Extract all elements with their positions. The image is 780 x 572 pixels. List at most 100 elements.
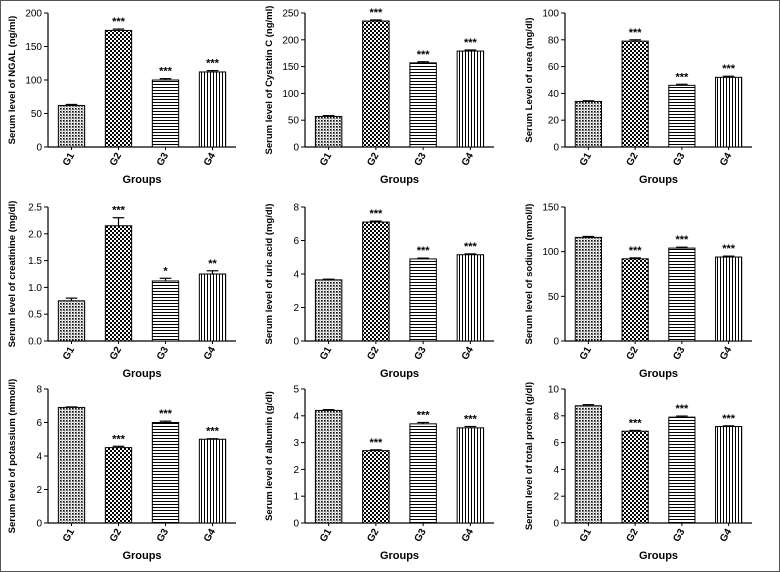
bar-g1 xyxy=(57,104,86,148)
y-tick-label: 100 xyxy=(282,89,299,100)
significance-label: ** xyxy=(208,258,217,270)
y-tick-label: 1.5 xyxy=(28,256,42,267)
chart-panel-5: 0 2 4 6 8 Serum level of uric acid (mg/dl) G1 *… xyxy=(264,203,494,380)
bar-g2 xyxy=(104,225,133,342)
significance-label: *** xyxy=(464,414,478,426)
x-tick-label: G4 xyxy=(202,151,218,168)
bar-g4 xyxy=(456,427,485,524)
x-tick-label: G4 xyxy=(460,527,476,544)
bar-g1 xyxy=(574,236,602,342)
y-axis-title: Serum Level of urea (mg/dl) xyxy=(524,17,535,142)
y-tick-label: 4 xyxy=(36,452,42,463)
y-tick-label: 0 xyxy=(293,143,299,154)
x-tick-label: G1 xyxy=(61,345,77,362)
y-axis-title: Serum level of albumin (g/dl) xyxy=(264,391,275,521)
y-tick-label: 50 xyxy=(548,292,560,303)
y-tick-label: 100 xyxy=(542,247,559,258)
significance-label: *** xyxy=(206,426,220,438)
x-tick-label: G3 xyxy=(413,345,429,362)
x-axis-title: Groups xyxy=(639,550,678,562)
x-tick-label: G1 xyxy=(578,527,594,544)
bar-g1 xyxy=(314,279,343,342)
bar-g2 xyxy=(104,29,133,148)
x-tick-label: G1 xyxy=(318,527,334,544)
chart-panel-1: 0 50 100 150 200 Serum level of NGAL (ng/ml) G… xyxy=(7,9,236,186)
x-tick-label: G2 xyxy=(108,345,124,362)
y-tick-label: 60 xyxy=(548,62,560,73)
x-tick-label: G2 xyxy=(108,151,124,168)
y-axis-title: Serum level of total protein (g/dl) xyxy=(524,382,535,530)
significance-label: *** xyxy=(417,245,431,257)
x-tick-label: G2 xyxy=(365,527,381,544)
bar-g2 xyxy=(362,20,390,148)
significance-label: *** xyxy=(159,408,173,420)
bar-g2 xyxy=(362,221,390,342)
x-tick-label: G3 xyxy=(155,345,171,362)
bar-g4 xyxy=(198,71,227,148)
y-tick-label: 2 xyxy=(553,492,559,503)
x-tick-label: G3 xyxy=(413,527,429,544)
bar-g1 xyxy=(574,100,602,148)
x-axis-title: Groups xyxy=(380,174,419,186)
chart-panel-7: 0 2 4 6 8 Serum level of potassium (mmol/l) G1… xyxy=(7,379,236,562)
x-tick-label: G3 xyxy=(155,527,171,544)
y-tick-label: 0 xyxy=(553,519,559,530)
y-tick-label: 3 xyxy=(293,438,299,449)
y-tick-label: 4 xyxy=(553,465,559,476)
y-tick-label: 2 xyxy=(36,485,42,496)
significance-label: *** xyxy=(675,234,689,246)
y-tick-label: 200 xyxy=(282,35,299,46)
y-tick-label: 6 xyxy=(36,418,42,429)
bar-g2 xyxy=(362,450,390,524)
bar-g2 xyxy=(621,430,649,524)
y-tick-label: 8 xyxy=(553,411,559,422)
significance-label: *** xyxy=(112,205,126,217)
x-tick-label: G1 xyxy=(578,345,594,362)
bar-g3 xyxy=(409,62,437,148)
y-tick-label: 50 xyxy=(31,109,43,120)
y-axis-title: Serum level of creatinine (mg/dl) xyxy=(7,201,18,348)
bar-g4 xyxy=(715,426,743,524)
y-tick-label: 2 xyxy=(293,303,299,314)
x-axis-title: Groups xyxy=(122,174,161,186)
y-tick-label: 10 xyxy=(548,385,560,396)
significance-label: *** xyxy=(417,410,431,422)
chart-panel-9: 0 2 4 6 8 10 Serum level of total protein (g/d… xyxy=(524,382,752,562)
significance-label: *** xyxy=(417,49,431,61)
y-axis-title: Serum level of potassium (mmol/l) xyxy=(7,379,18,534)
x-tick-label: G3 xyxy=(413,151,429,168)
y-tick-label: 40 xyxy=(548,89,560,100)
x-tick-label: G4 xyxy=(202,345,218,362)
x-tick-label: G3 xyxy=(671,151,687,168)
significance-label: *** xyxy=(159,66,173,78)
significance-label: *** xyxy=(369,437,383,449)
chart-panel-2: 0 50 100 150 200 250 Serum level of Cystatin C… xyxy=(264,6,494,186)
x-tick-label: G2 xyxy=(625,151,641,168)
x-tick-label: G2 xyxy=(625,527,641,544)
x-tick-label: G1 xyxy=(578,151,594,168)
x-tick-label: G3 xyxy=(155,151,171,168)
bar-g2 xyxy=(104,447,133,524)
significance-label: *** xyxy=(369,208,383,220)
y-tick-label: 8 xyxy=(293,203,299,214)
y-tick-label: 0.5 xyxy=(28,310,42,321)
bar-g4 xyxy=(198,438,227,524)
x-tick-label: G2 xyxy=(108,527,124,544)
bar-g1 xyxy=(57,300,86,342)
y-tick-label: 150 xyxy=(282,62,299,73)
bar-g3 xyxy=(668,84,696,148)
x-axis-title: Groups xyxy=(122,550,161,562)
y-tick-label: 100 xyxy=(542,9,559,20)
y-tick-label: 0 xyxy=(293,337,299,348)
significance-label: * xyxy=(163,265,168,277)
x-tick-label: G3 xyxy=(671,527,687,544)
y-tick-label: 4 xyxy=(293,411,299,422)
bar-g2 xyxy=(621,40,649,148)
y-tick-label: 4 xyxy=(293,270,299,281)
significance-label: *** xyxy=(722,413,736,425)
x-tick-label: G3 xyxy=(671,345,687,362)
y-tick-label: 0 xyxy=(36,143,42,154)
x-tick-label: G4 xyxy=(460,151,476,168)
y-tick-label: 0.0 xyxy=(28,337,42,348)
